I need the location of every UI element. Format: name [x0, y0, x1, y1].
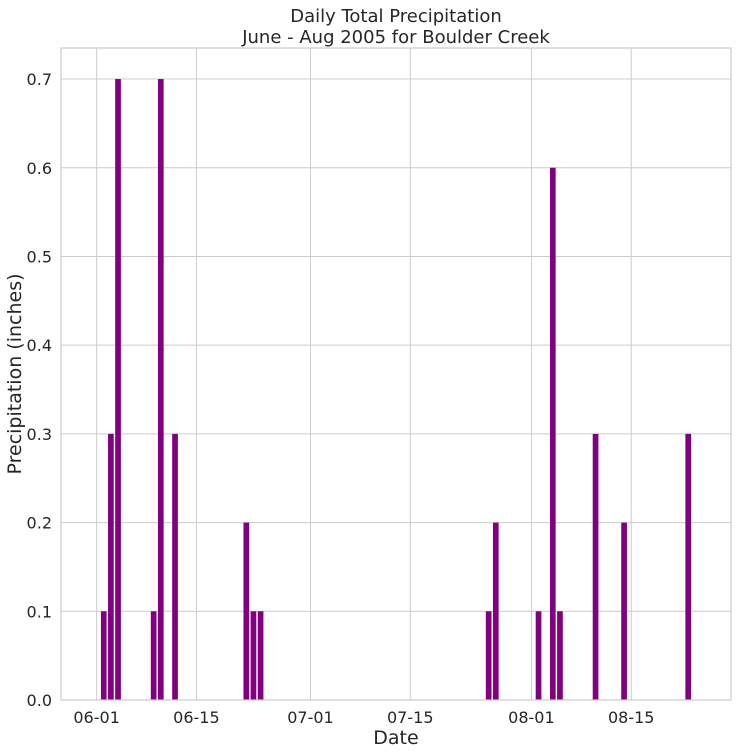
- y-tick-label: 0.7: [27, 70, 52, 89]
- plot-frame: [60, 47, 732, 701]
- precipitation-bar: [243, 522, 250, 700]
- precipitation-bar: [549, 167, 556, 700]
- x-axis-ticks: 06-01 06-15 07-01 07-15 08-01 08-15: [73, 708, 654, 727]
- precipitation-bar: [535, 611, 542, 700]
- chart-title: Daily Total Precipitation: [290, 6, 502, 27]
- x-tick-label: 06-01: [73, 708, 120, 727]
- y-tick-label: 0.4: [27, 336, 52, 355]
- precipitation-bar: [150, 611, 157, 700]
- precipitation-bar: [592, 433, 599, 700]
- precipitation-bar: [115, 79, 121, 701]
- precipitation-bar: [557, 611, 563, 700]
- y-tick-label: 0.3: [27, 425, 52, 444]
- bars: [100, 79, 692, 701]
- precipitation-bar: [621, 522, 627, 700]
- precipitation-bar: [108, 433, 114, 700]
- x-tick-label: 08-15: [608, 708, 655, 727]
- x-tick-label: 06-15: [173, 708, 220, 727]
- precipitation-bar: [250, 611, 257, 700]
- x-tick-label: 07-15: [387, 708, 434, 727]
- y-tick-label: 0.5: [27, 247, 52, 266]
- x-axis-label: Date: [373, 727, 418, 749]
- precipitation-bar: [257, 611, 264, 700]
- y-tick-label: 0.1: [27, 602, 52, 621]
- y-axis-label: Precipitation (inches): [4, 273, 26, 474]
- precipitation-bar: [100, 611, 107, 700]
- y-tick-label: 0.6: [27, 159, 52, 178]
- grid: [61, 48, 731, 701]
- precipitation-bar: [492, 522, 499, 700]
- precipitation-bar: [172, 433, 178, 700]
- x-tick-label: 08-01: [508, 708, 555, 727]
- y-tick-label: 0.2: [27, 514, 52, 533]
- precipitation-bar: [157, 79, 164, 701]
- y-tick-label: 0.0: [27, 691, 52, 710]
- x-tick-label: 07-01: [287, 708, 334, 727]
- precipitation-bar: [485, 611, 492, 700]
- chart-subtitle: June - Aug 2005 for Boulder Creek: [241, 27, 550, 48]
- precipitation-bar: [685, 433, 692, 700]
- y-axis-ticks: 0.0 0.1 0.2 0.3 0.4 0.5 0.6 0.7: [27, 70, 52, 710]
